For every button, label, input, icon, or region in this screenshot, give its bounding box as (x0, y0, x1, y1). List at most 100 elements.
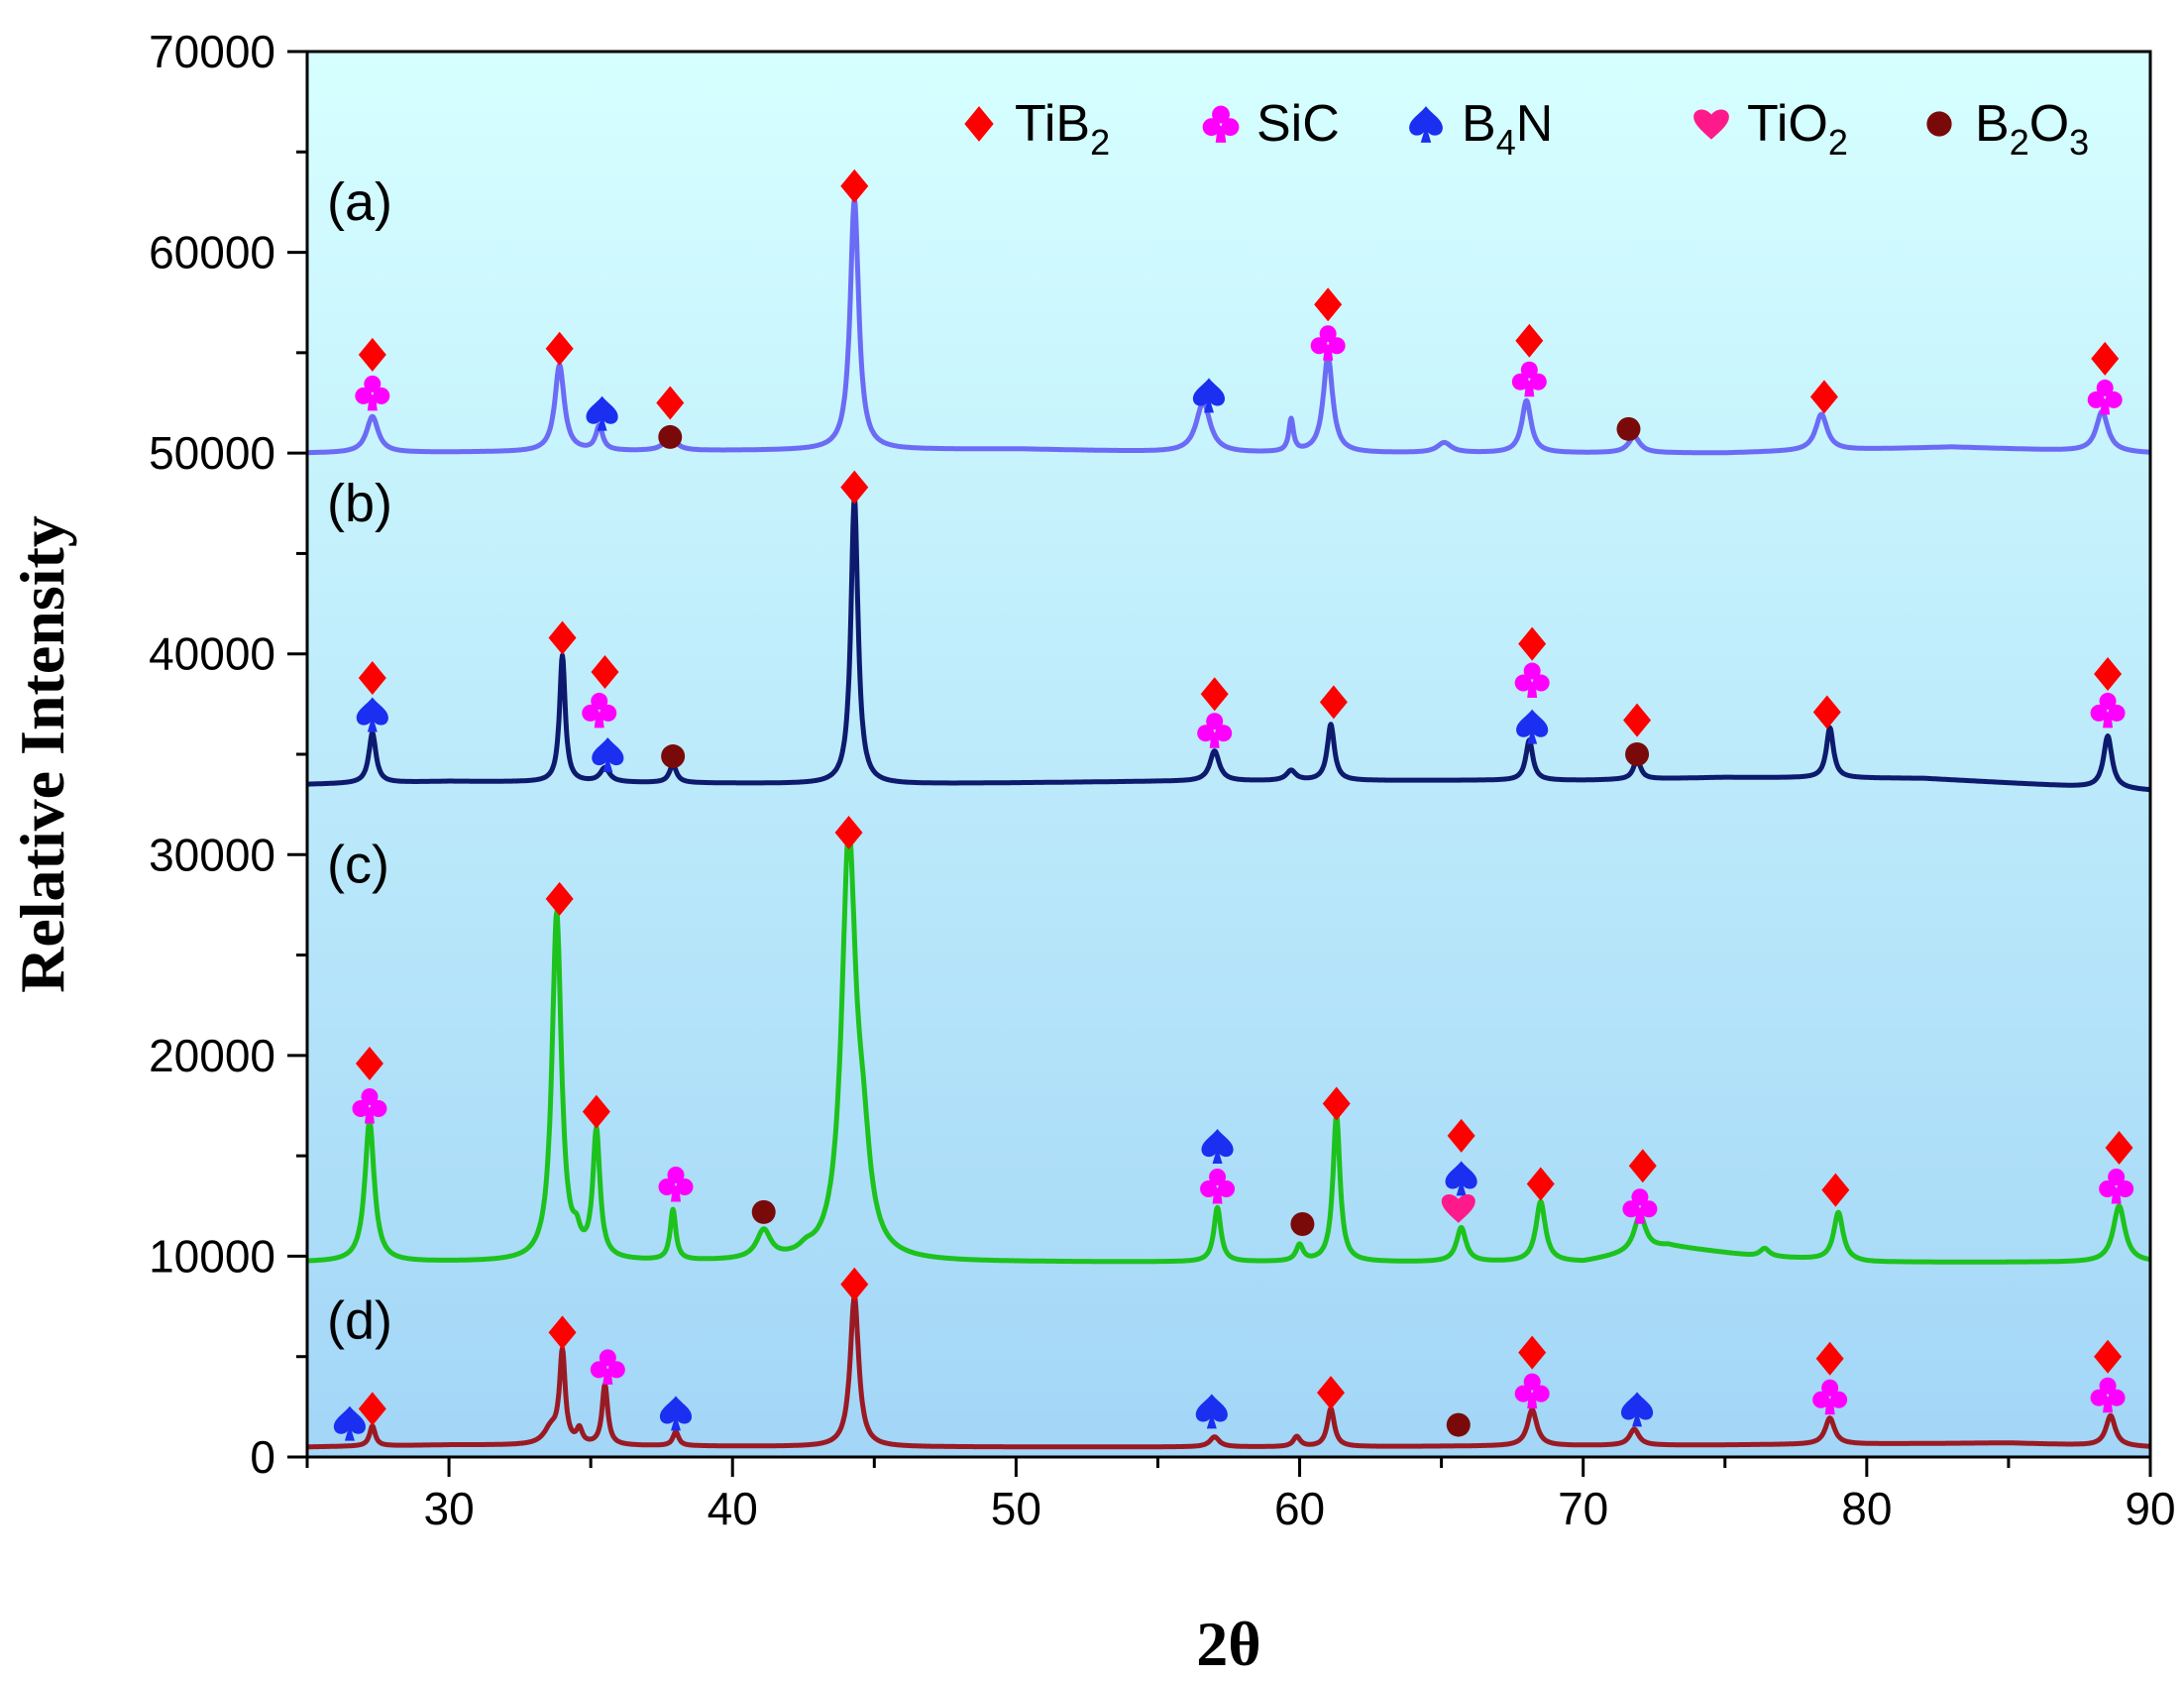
diamond-marker (1821, 1173, 1850, 1207)
legend-label: B4N (1462, 95, 1553, 163)
y-axis-title: Relative Intensity (7, 515, 77, 993)
series-label: (a) (327, 172, 392, 232)
diamond-marker (1322, 1086, 1351, 1121)
club-marker (352, 1088, 387, 1124)
spade-marker (1195, 1394, 1228, 1429)
legend-label: SiC (1256, 95, 1340, 153)
series-line-1 (307, 495, 2150, 793)
spade-marker (1620, 1392, 1654, 1427)
club-marker (590, 1349, 625, 1385)
diamond-marker (548, 620, 577, 655)
club-marker (2090, 692, 2126, 728)
club-marker (658, 1167, 694, 1202)
x-tick-label: 70 (1558, 1483, 1608, 1534)
diamond-marker (545, 331, 574, 366)
diamond-marker (548, 1315, 577, 1350)
spade-marker (333, 1405, 366, 1441)
x-tick-label: 80 (1841, 1483, 1892, 1534)
club-marker (582, 692, 617, 728)
club-marker (1514, 662, 1550, 699)
diamond-marker (1314, 287, 1343, 322)
club-marker (1514, 1373, 1550, 1409)
club-marker (1197, 713, 1233, 748)
diamond-marker (591, 654, 619, 689)
circle-marker (1290, 1212, 1315, 1237)
diamond-marker (840, 168, 869, 203)
x-tick-label: 40 (708, 1483, 758, 1534)
x-tick-label: 50 (991, 1483, 1041, 1534)
diamond-marker (1515, 323, 1544, 358)
diamond-marker (964, 106, 994, 142)
diamond-marker (582, 1094, 610, 1129)
circle-marker (658, 424, 683, 449)
club-marker (355, 375, 390, 411)
diamond-marker (1319, 685, 1348, 720)
diamond-marker (355, 1046, 383, 1080)
circle-marker (1616, 416, 1641, 441)
series-layer (307, 196, 2150, 1450)
club-marker (2099, 1169, 2134, 1204)
diamond-marker (2094, 1339, 2123, 1374)
x-axis-title: 2θ (1196, 1609, 1260, 1676)
spade-marker (356, 697, 388, 732)
diamond-marker (2094, 656, 2123, 691)
spade-marker (1409, 106, 1443, 143)
diamond-marker (1447, 1118, 1475, 1153)
spade-marker (1192, 378, 1226, 413)
y-tick-label: 10000 (149, 1230, 275, 1282)
diamond-marker (358, 337, 386, 372)
diamond-marker (358, 1392, 386, 1426)
circle-marker (661, 744, 686, 769)
circle-marker (1625, 742, 1650, 766)
legend-label: B2O3 (1975, 95, 2089, 163)
diamond-marker (1812, 695, 1841, 729)
circle-marker (751, 1199, 776, 1224)
y-tick-label: 50000 (149, 427, 275, 479)
series-label: (b) (327, 474, 392, 533)
diamond-marker (1317, 1376, 1346, 1410)
series-label: (d) (327, 1290, 392, 1350)
diamond-marker (834, 816, 863, 850)
series-line-0 (307, 196, 2150, 456)
club-marker (1511, 361, 1547, 397)
diamond-marker (358, 661, 386, 696)
spade-marker (586, 395, 618, 431)
heart-marker (1693, 109, 1729, 140)
series-label-layer: (a) (b) (c) (d) (327, 172, 392, 1350)
circle-marker (1926, 111, 1952, 137)
club-marker (1812, 1379, 1848, 1415)
diamond-marker (1815, 1341, 1844, 1376)
y-tick-label: 60000 (149, 227, 275, 279)
marker-layer (333, 168, 2134, 1441)
diamond-marker (1518, 1335, 1547, 1370)
diamond-marker (840, 1267, 869, 1301)
diamond-marker (2091, 341, 2120, 376)
club-marker (2087, 379, 2123, 415)
club-marker (1202, 105, 1240, 143)
y-tick-label: 20000 (149, 1030, 275, 1081)
diamond-marker (1518, 626, 1547, 661)
club-marker (1622, 1188, 1658, 1224)
y-tick-label: 40000 (149, 628, 275, 680)
y-tick-label: 30000 (149, 829, 275, 880)
club-marker (1200, 1169, 1236, 1204)
x-tick-label: 60 (1274, 1483, 1325, 1534)
diamond-marker (545, 881, 574, 916)
spade-marker (659, 1396, 693, 1431)
club-marker (2090, 1377, 2126, 1413)
x-tick-label: 90 (2125, 1483, 2175, 1534)
axis-layer: 0 10000 20000 30000 40000 50000 60000 70000 30 40… (149, 26, 2176, 1534)
series-label: (c) (327, 835, 389, 894)
diamond-marker (1200, 677, 1229, 712)
diamond-marker (840, 470, 869, 504)
heart-marker (1441, 1194, 1475, 1223)
series-line-2 (307, 826, 2150, 1265)
club-marker (1310, 325, 1346, 361)
spade-marker (1445, 1161, 1477, 1196)
plot-background (307, 52, 2150, 1457)
legend: TiB2 SiC B4N TiO2 B2O3 (964, 95, 2089, 163)
circle-marker (1446, 1412, 1471, 1437)
y-tick-label: 0 (250, 1431, 275, 1483)
spade-marker (1516, 709, 1549, 744)
